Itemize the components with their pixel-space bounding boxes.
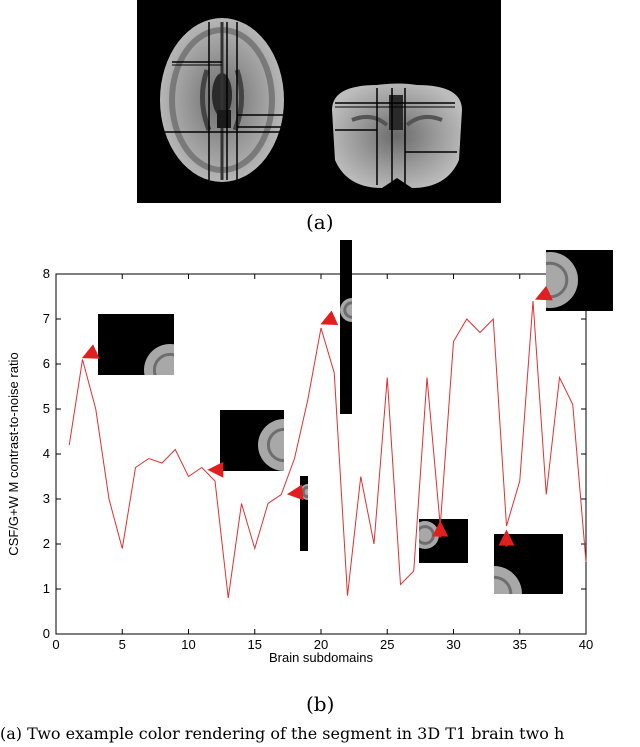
- annotation-arrows: [81, 285, 553, 547]
- x-tick-label: 10: [181, 637, 195, 652]
- subdomain-thumbnail: [300, 476, 308, 551]
- annotation-arrow: [81, 344, 100, 359]
- y-tick-label: 6: [43, 356, 50, 371]
- chart-axes: 0 5 10 15 20 25 30 35 40 0 1 2 3 4 5 6 7 8: [43, 266, 593, 652]
- x-axis-label: Brain subdomains: [269, 650, 374, 665]
- y-tick-label: 1: [43, 581, 50, 596]
- x-tick-label: 20: [314, 637, 328, 652]
- thumbnail-brain-tissue: [546, 252, 578, 308]
- contrast-noise-line-chart: 0 5 10 15 20 25 30 35 40 0 1 2 3 4 5 6 7 8 Brain subdomai…: [6, 240, 613, 665]
- axial-brain-slice: [160, 18, 289, 182]
- y-tick-label: 5: [43, 401, 50, 416]
- thumbnail-brain-tissue: [494, 566, 522, 594]
- subdomain-thumbnail: [494, 534, 563, 594]
- y-tick-label: 3: [43, 491, 50, 506]
- thumbnail-brain-tissue: [144, 344, 174, 375]
- x-tick-label: 40: [579, 637, 593, 652]
- annotation-arrow: [320, 310, 339, 326]
- coronal-brain-slice: [332, 83, 462, 188]
- brain-slices-image: [160, 18, 462, 188]
- x-tick-label: 35: [513, 637, 527, 652]
- y-tick-label: 2: [43, 536, 50, 551]
- brain-mri-panel: [137, 0, 501, 203]
- chart-series: [68, 300, 587, 599]
- subfigure-label-a: (a): [306, 210, 334, 234]
- x-tick-label: 5: [119, 637, 126, 652]
- subdomain-thumbnails: [98, 240, 613, 594]
- annotation-arrow: [286, 484, 304, 501]
- x-tick-label: 0: [52, 637, 59, 652]
- x-tick-label: 15: [248, 637, 262, 652]
- y-axis-label: CSF/G+W M contrast-to-noise ratio: [6, 352, 21, 555]
- thumbnail-brain-tissue: [258, 419, 284, 471]
- subdomain-thumbnail: [340, 240, 352, 414]
- annotation-arrow: [535, 285, 553, 301]
- subdomain-thumbnail: [98, 314, 174, 375]
- figure-caption: (a) Two example color rendering of the s…: [0, 724, 565, 743]
- y-tick-label: 8: [43, 266, 50, 281]
- subfigure-label-b: (b): [306, 692, 335, 716]
- subdomain-thumbnail: [220, 410, 284, 471]
- subdomain-thumbnail: [546, 250, 613, 311]
- y-tick-label: 0: [43, 626, 50, 641]
- thumbnail-brain-fold: [152, 352, 174, 375]
- x-tick-label: 30: [446, 637, 460, 652]
- thumbnail-brain-fold: [494, 575, 513, 594]
- contrast-noise-series-line: [68, 300, 587, 599]
- thumbnail-background: [340, 240, 352, 414]
- y-tick-label: 4: [43, 446, 50, 461]
- thumbnail-brain-fold: [266, 427, 284, 463]
- thumbnail-background: [300, 476, 308, 551]
- x-tick-label: 25: [380, 637, 394, 652]
- thumbnail-brain-fold: [343, 301, 352, 319]
- y-tick-label: 7: [43, 311, 50, 326]
